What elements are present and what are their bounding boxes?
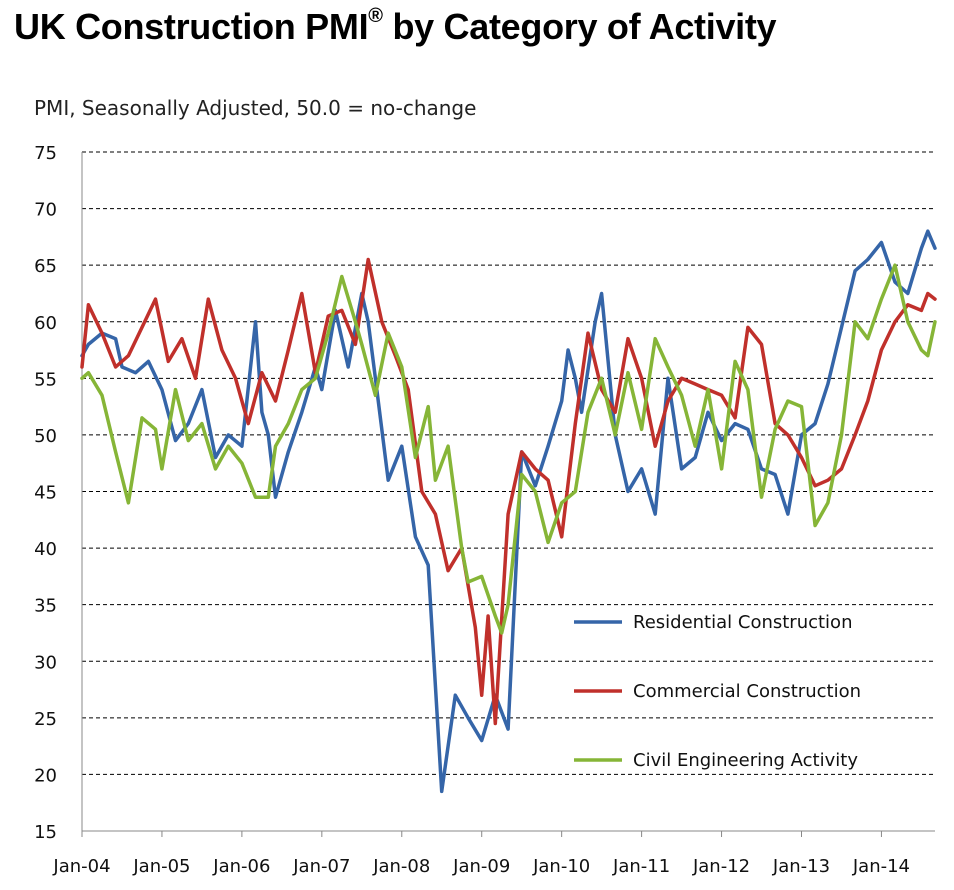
y-tick-label: 60: [34, 313, 57, 334]
legend-label-civil: Civil Engineering Activity: [633, 750, 858, 771]
legend-label-commercial: Commercial Construction: [633, 681, 861, 702]
y-tick-label: 55: [34, 369, 57, 390]
y-tick-label: 30: [34, 652, 57, 673]
x-tick-label: Jan-14: [852, 856, 910, 877]
chart-title: UK Construction PMI® by Category of Acti…: [14, 5, 777, 47]
y-tick-label: 40: [34, 539, 57, 560]
series-line-commercial: [80, 257, 937, 726]
x-tick-label: Jan-12: [692, 856, 750, 877]
x-tick-label: Jan-07: [292, 856, 350, 877]
axes: 15 20 25 30 35 40 45 50 55 60 65 70 75 Jan-04 Jan-05 Ja…: [34, 143, 935, 877]
series-lines: [80, 229, 937, 794]
gridlines: [82, 151, 935, 775]
y-tick-label: 35: [34, 596, 57, 617]
y-tick-label: 15: [34, 822, 57, 843]
y-tick-label: 45: [34, 483, 57, 504]
x-tick-label: Jan-09: [452, 856, 510, 877]
y-tick-label: 20: [34, 765, 57, 786]
series-line-civil: [80, 263, 937, 635]
y-tick-label: 75: [34, 143, 57, 164]
legend-label-residential: Residential Construction: [633, 612, 852, 633]
y-tick-label: 25: [34, 709, 57, 730]
y-axis-label: PMI, Seasonally Adjusted, 50.0 = no-chan…: [34, 96, 477, 120]
x-tick-label: Jan-11: [612, 856, 670, 877]
x-tick-label: Jan-06: [212, 856, 270, 877]
x-tick-label: Jan-13: [772, 856, 830, 877]
x-tick-label: Jan-05: [132, 856, 190, 877]
y-tick-label: 50: [34, 426, 57, 447]
legend: Residential Construction Commercial Const…: [574, 612, 861, 771]
x-tick-label: Jan-08: [372, 856, 430, 877]
y-tick-label: 70: [34, 200, 57, 221]
y-tick-label: 65: [34, 256, 57, 277]
series-line-residential: [80, 229, 937, 794]
x-tick-label: Jan-10: [532, 856, 590, 877]
registered-mark: ®: [368, 5, 383, 27]
x-tick-label: Jan-04: [52, 856, 110, 877]
